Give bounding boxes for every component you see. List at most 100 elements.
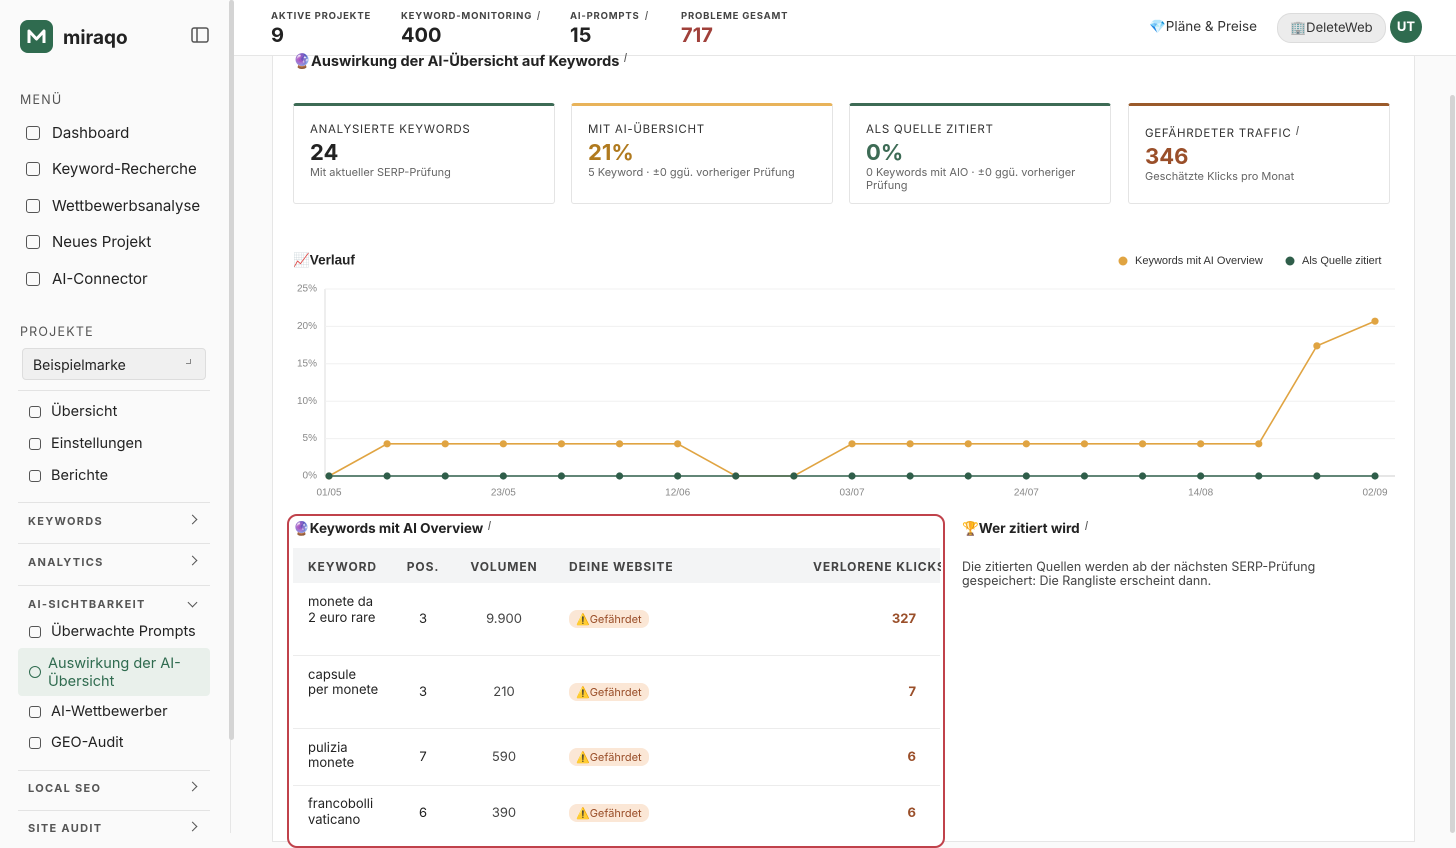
- section-label[interactable]: LOCAL SEO: [28, 781, 102, 795]
- section-chevron: [187, 821, 198, 832]
- avatar[interactable]: UT: [1390, 11, 1422, 43]
- column-header: VOLUMEN: [470, 559, 538, 574]
- project-select[interactable]: Beispielmarke: [22, 348, 206, 380]
- y-tick-label: 0%: [303, 471, 318, 482]
- info-icon[interactable]: [1084, 521, 1093, 530]
- y-tick-label: 20%: [297, 321, 317, 332]
- metric-card: GEFÄHRDETER TRAFFIC 346 Geschätzte Klicks …: [1128, 103, 1390, 204]
- y-tick-label: 25%: [297, 284, 317, 295]
- card-value: 21%: [588, 140, 634, 166]
- section-label[interactable]: AI-SICHTBARKEIT: [28, 597, 146, 611]
- data-point: [790, 472, 798, 480]
- workspace-button[interactable]: 🏢DeleteWeb: [1277, 13, 1386, 43]
- data-point: [383, 472, 391, 480]
- legend-label: Als Quelle zitiert: [1302, 255, 1381, 267]
- data-point: [1080, 472, 1089, 480]
- nav-icon: [29, 626, 41, 638]
- info-icon[interactable]: [537, 11, 546, 20]
- nav-item[interactable]: GEO-Audit: [51, 734, 124, 751]
- legend-swatch: [1118, 256, 1128, 266]
- y-tick-label: 15%: [297, 358, 317, 369]
- menu-icon: [26, 199, 40, 213]
- nav-item[interactable]: Berichte: [51, 467, 109, 484]
- data-point: [615, 440, 624, 448]
- data-point: [674, 472, 682, 480]
- data-point: [1371, 472, 1379, 480]
- brand: miraqo: [63, 26, 128, 49]
- data-point: [964, 472, 972, 480]
- metric-card: ALS QUELLE ZITIERT 0% 0 Keywords mit AIO ·…: [849, 103, 1111, 204]
- status-badge: ⚠️Gefährdet: [569, 747, 649, 766]
- nav-item[interactable]: AI-Wettbewerber: [51, 703, 168, 720]
- volume-cell: 590: [491, 748, 517, 765]
- page-scrollbar[interactable]: [1450, 95, 1455, 833]
- menu-item[interactable]: AI-Connector: [52, 269, 148, 288]
- info-icon[interactable]: [488, 521, 497, 530]
- citations-title: 🏆Wer zitiert wird: [962, 521, 1093, 537]
- topbar: [234, 0, 1456, 56]
- stat-label-text: KEYWORD-MONITORING: [401, 11, 533, 22]
- section-label[interactable]: KEYWORDS: [28, 514, 104, 528]
- select-chevron: [186, 359, 191, 364]
- section-label[interactable]: ANALYTICS: [28, 555, 104, 569]
- legend-label: Keywords mit AI Overview: [1135, 255, 1263, 267]
- column-header: POS.: [406, 559, 440, 574]
- data-point: [557, 472, 566, 480]
- data-point: [1138, 472, 1147, 480]
- data-point: [383, 440, 391, 448]
- menu-item[interactable]: Neues Projekt: [52, 232, 152, 251]
- position-cell: 7: [419, 748, 427, 765]
- chart-title: 📈Verlauf: [293, 252, 355, 268]
- chart: 📈Verlauf 0% 5% 10% 15% 20% 25% 01/05 23/05 12/06 0…: [293, 252, 1395, 499]
- menu-item[interactable]: Wettbewerbsanalyse: [52, 196, 201, 215]
- data-point: [325, 472, 333, 480]
- stat-label: KEYWORD-MONITORING: [401, 11, 546, 22]
- section-title-text: 🔮Auswirkung der AI-Übersicht auf Keyword…: [293, 53, 620, 70]
- logo[interactable]: [20, 20, 53, 53]
- separator: [18, 502, 210, 503]
- table-title-text: 🔮Keywords mit AI Overview: [293, 521, 484, 537]
- stat-value: 15: [570, 23, 592, 47]
- position-cell: 6: [418, 805, 428, 821]
- keyword-cell: pulizia monete: [308, 739, 355, 771]
- card-label: GEFÄHRDETER TRAFFIC: [1145, 126, 1305, 140]
- x-tick-label: 02/09: [1362, 488, 1387, 499]
- nav-item[interactable]: Einstellungen: [51, 435, 143, 452]
- sidebar-toggle[interactable]: [191, 27, 209, 43]
- section-label[interactable]: SITE AUDIT: [28, 821, 103, 835]
- card-label: ALS QUELLE ZITIERT: [866, 122, 994, 136]
- data-point: [615, 472, 624, 480]
- position-cell: 3: [418, 611, 428, 627]
- lost-clicks-cell: 327: [891, 611, 916, 627]
- table-header: [293, 548, 940, 583]
- status-badge: ⚠️Gefährdet: [569, 610, 649, 628]
- info-icon[interactable]: [644, 11, 653, 20]
- column-header: KEYWORD: [308, 559, 377, 574]
- row-divider: [293, 785, 940, 786]
- nav-icon: [29, 406, 41, 418]
- sidebar: miraqo MENÜ PROJEKTE Beispielmarke Dashb…: [0, 0, 231, 835]
- section-chevron: [187, 781, 198, 792]
- metric-card: ANALYSIERTE KEYWORDS 24 Mit aktueller SERP…: [293, 103, 555, 204]
- column-header: DEINE WEBSITE: [569, 559, 674, 574]
- card-note: Geschätzte Klicks pro Monat: [1145, 169, 1295, 183]
- sidebar-scrollbar[interactable]: [229, 0, 234, 740]
- info-icon[interactable]: [624, 53, 633, 62]
- nav-item[interactable]: Auswirkung der AI-Übersicht: [48, 655, 181, 690]
- info-icon[interactable]: [1296, 126, 1305, 135]
- nav-item[interactable]: Überwachte Prompts: [51, 623, 196, 640]
- menu-item[interactable]: Dashboard: [52, 123, 130, 142]
- menu-item[interactable]: Keyword-Recherche: [52, 159, 197, 178]
- card-value: 346: [1145, 144, 1189, 170]
- x-tick-label: 12/06: [665, 488, 690, 499]
- plans-link[interactable]: 💎Pläne & Preise: [1149, 19, 1258, 35]
- data-point: [906, 472, 914, 480]
- nav-icon: [29, 438, 41, 450]
- nav-item[interactable]: Übersicht: [51, 403, 118, 420]
- card-value: 24: [310, 140, 339, 166]
- menu-icon: [26, 272, 40, 286]
- row-divider: [293, 728, 940, 729]
- column-header: VERLORENE KLICKS: [813, 559, 941, 574]
- series-line: [328, 320, 1376, 477]
- card-label-text: ALS QUELLE ZITIERT: [866, 122, 994, 136]
